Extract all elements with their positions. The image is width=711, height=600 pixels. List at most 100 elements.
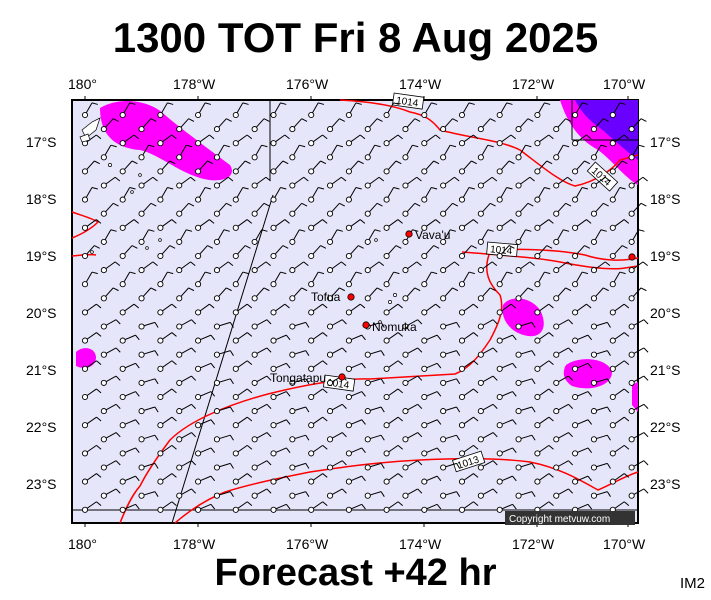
wind-barb-feather [154, 406, 159, 413]
wind-barb-station [232, 281, 239, 288]
wind-barb-station [590, 182, 598, 189]
wind-barb-station [572, 450, 579, 457]
wind-barb-station [364, 210, 371, 217]
wind-barb-station [609, 422, 616, 429]
wind-barb-feather [150, 118, 157, 122]
lat-label-right: 20°S [650, 305, 681, 321]
wind-barb-station [458, 337, 466, 344]
wind-barb-station [176, 238, 183, 245]
wind-barb-station [515, 436, 522, 443]
wind-barb-station [251, 436, 258, 443]
wind-barb-station [345, 111, 352, 119]
precip-patch [100, 100, 232, 181]
wind-barb-station [534, 111, 541, 119]
wind-barb-feather [454, 261, 460, 267]
wind-barb-feather [414, 202, 421, 207]
wind-barb-station [440, 492, 447, 499]
wind-barb-feather [587, 504, 593, 510]
wind-barb-feather [643, 432, 649, 438]
wind-barb-station [157, 506, 164, 513]
wind-barb-feather [587, 391, 593, 397]
wind-barb-feather [643, 488, 649, 494]
wind-barb-station [326, 351, 334, 358]
wind-barb-station [496, 309, 503, 316]
wind-barb-station [176, 323, 183, 330]
wind-barb-station [496, 450, 503, 457]
wind-barb-feather [380, 463, 385, 469]
wind-barb-station [496, 140, 503, 147]
wind-barb-station [572, 252, 579, 260]
wind-barb-feather [209, 303, 215, 309]
wind-barb-feather [606, 463, 611, 469]
wind-barb-station [572, 168, 579, 175]
wind-barb-station [157, 422, 164, 429]
lon-label-bottom: 180° [68, 536, 97, 552]
island [138, 173, 142, 177]
wind-barb-station [232, 309, 239, 316]
wind-barb-station [364, 238, 371, 245]
wind-barb-station [515, 126, 522, 133]
wind-barb-station [138, 267, 145, 274]
wind-barb-feather [531, 463, 536, 469]
wind-barb-station [628, 126, 635, 133]
wind-barb-station [628, 464, 635, 471]
wind-barb-feather [133, 134, 140, 140]
wind-barb-feather [548, 473, 554, 478]
wind-barb-feather [115, 488, 121, 494]
lon-label-top: 178°W [173, 76, 216, 92]
wind-barb-station [496, 478, 503, 485]
wind-barb-feather [171, 360, 177, 366]
wind-barb-station [496, 196, 503, 203]
wind-barb-feather [471, 245, 477, 249]
wind-barb-feather [355, 102, 362, 105]
wind-barb-station [251, 267, 258, 274]
wind-barb-station [100, 182, 107, 189]
wind-barb-station [515, 267, 522, 274]
wind-barb-station [213, 464, 220, 471]
wind-barb-station [270, 281, 277, 288]
wind-barb-feather [191, 347, 197, 353]
wind-barb-station [364, 267, 371, 274]
wind-barb-feather [623, 332, 630, 337]
wind-barb-feather [341, 347, 347, 353]
wind-barb-feather [341, 488, 347, 494]
wind-barb-feather [112, 202, 119, 207]
wind-barb-feather [242, 186, 249, 190]
wind-barb-station [138, 238, 145, 245]
wind-barb-station [345, 281, 352, 288]
wind-barb-feather [114, 176, 121, 182]
wind-barb-station [477, 408, 484, 415]
wind-barb-feather [94, 160, 100, 165]
wind-barb-feather [567, 176, 573, 182]
wind-barb-station [176, 351, 183, 358]
wind-barb-feather [623, 134, 630, 140]
wind-barb-feather [584, 245, 591, 249]
wind-barb-station [440, 182, 447, 189]
wind-barb-station [383, 506, 390, 513]
wind-barb-station [157, 309, 164, 316]
wind-barb-feather [492, 347, 498, 353]
wind-barb-feather [190, 261, 196, 267]
island [90, 250, 94, 254]
wind-barb-feather [548, 303, 554, 309]
wind-barb-station [289, 323, 296, 330]
island [108, 163, 112, 167]
wind-barb-feather [115, 319, 121, 325]
wind-barb-station [364, 182, 371, 189]
wind-barb-station [119, 224, 126, 231]
wind-barb-station [364, 436, 371, 443]
map-ocean [71, 99, 639, 524]
wind-barb-station [232, 224, 239, 231]
wind-barb-feather [285, 475, 291, 482]
wind-barb-feather [280, 271, 287, 275]
wind-barb-feather [341, 176, 347, 182]
wind-barb-station [326, 267, 334, 274]
wind-barb-feather [548, 416, 554, 422]
wind-barb-station [383, 393, 390, 401]
wind-barb-feather [305, 491, 310, 497]
isobar-label: 1014 [395, 95, 419, 109]
wind-barb-station [496, 168, 503, 175]
wind-barb-station [138, 408, 145, 415]
wind-barb-station [534, 196, 541, 203]
wind-barb-station [364, 126, 371, 133]
